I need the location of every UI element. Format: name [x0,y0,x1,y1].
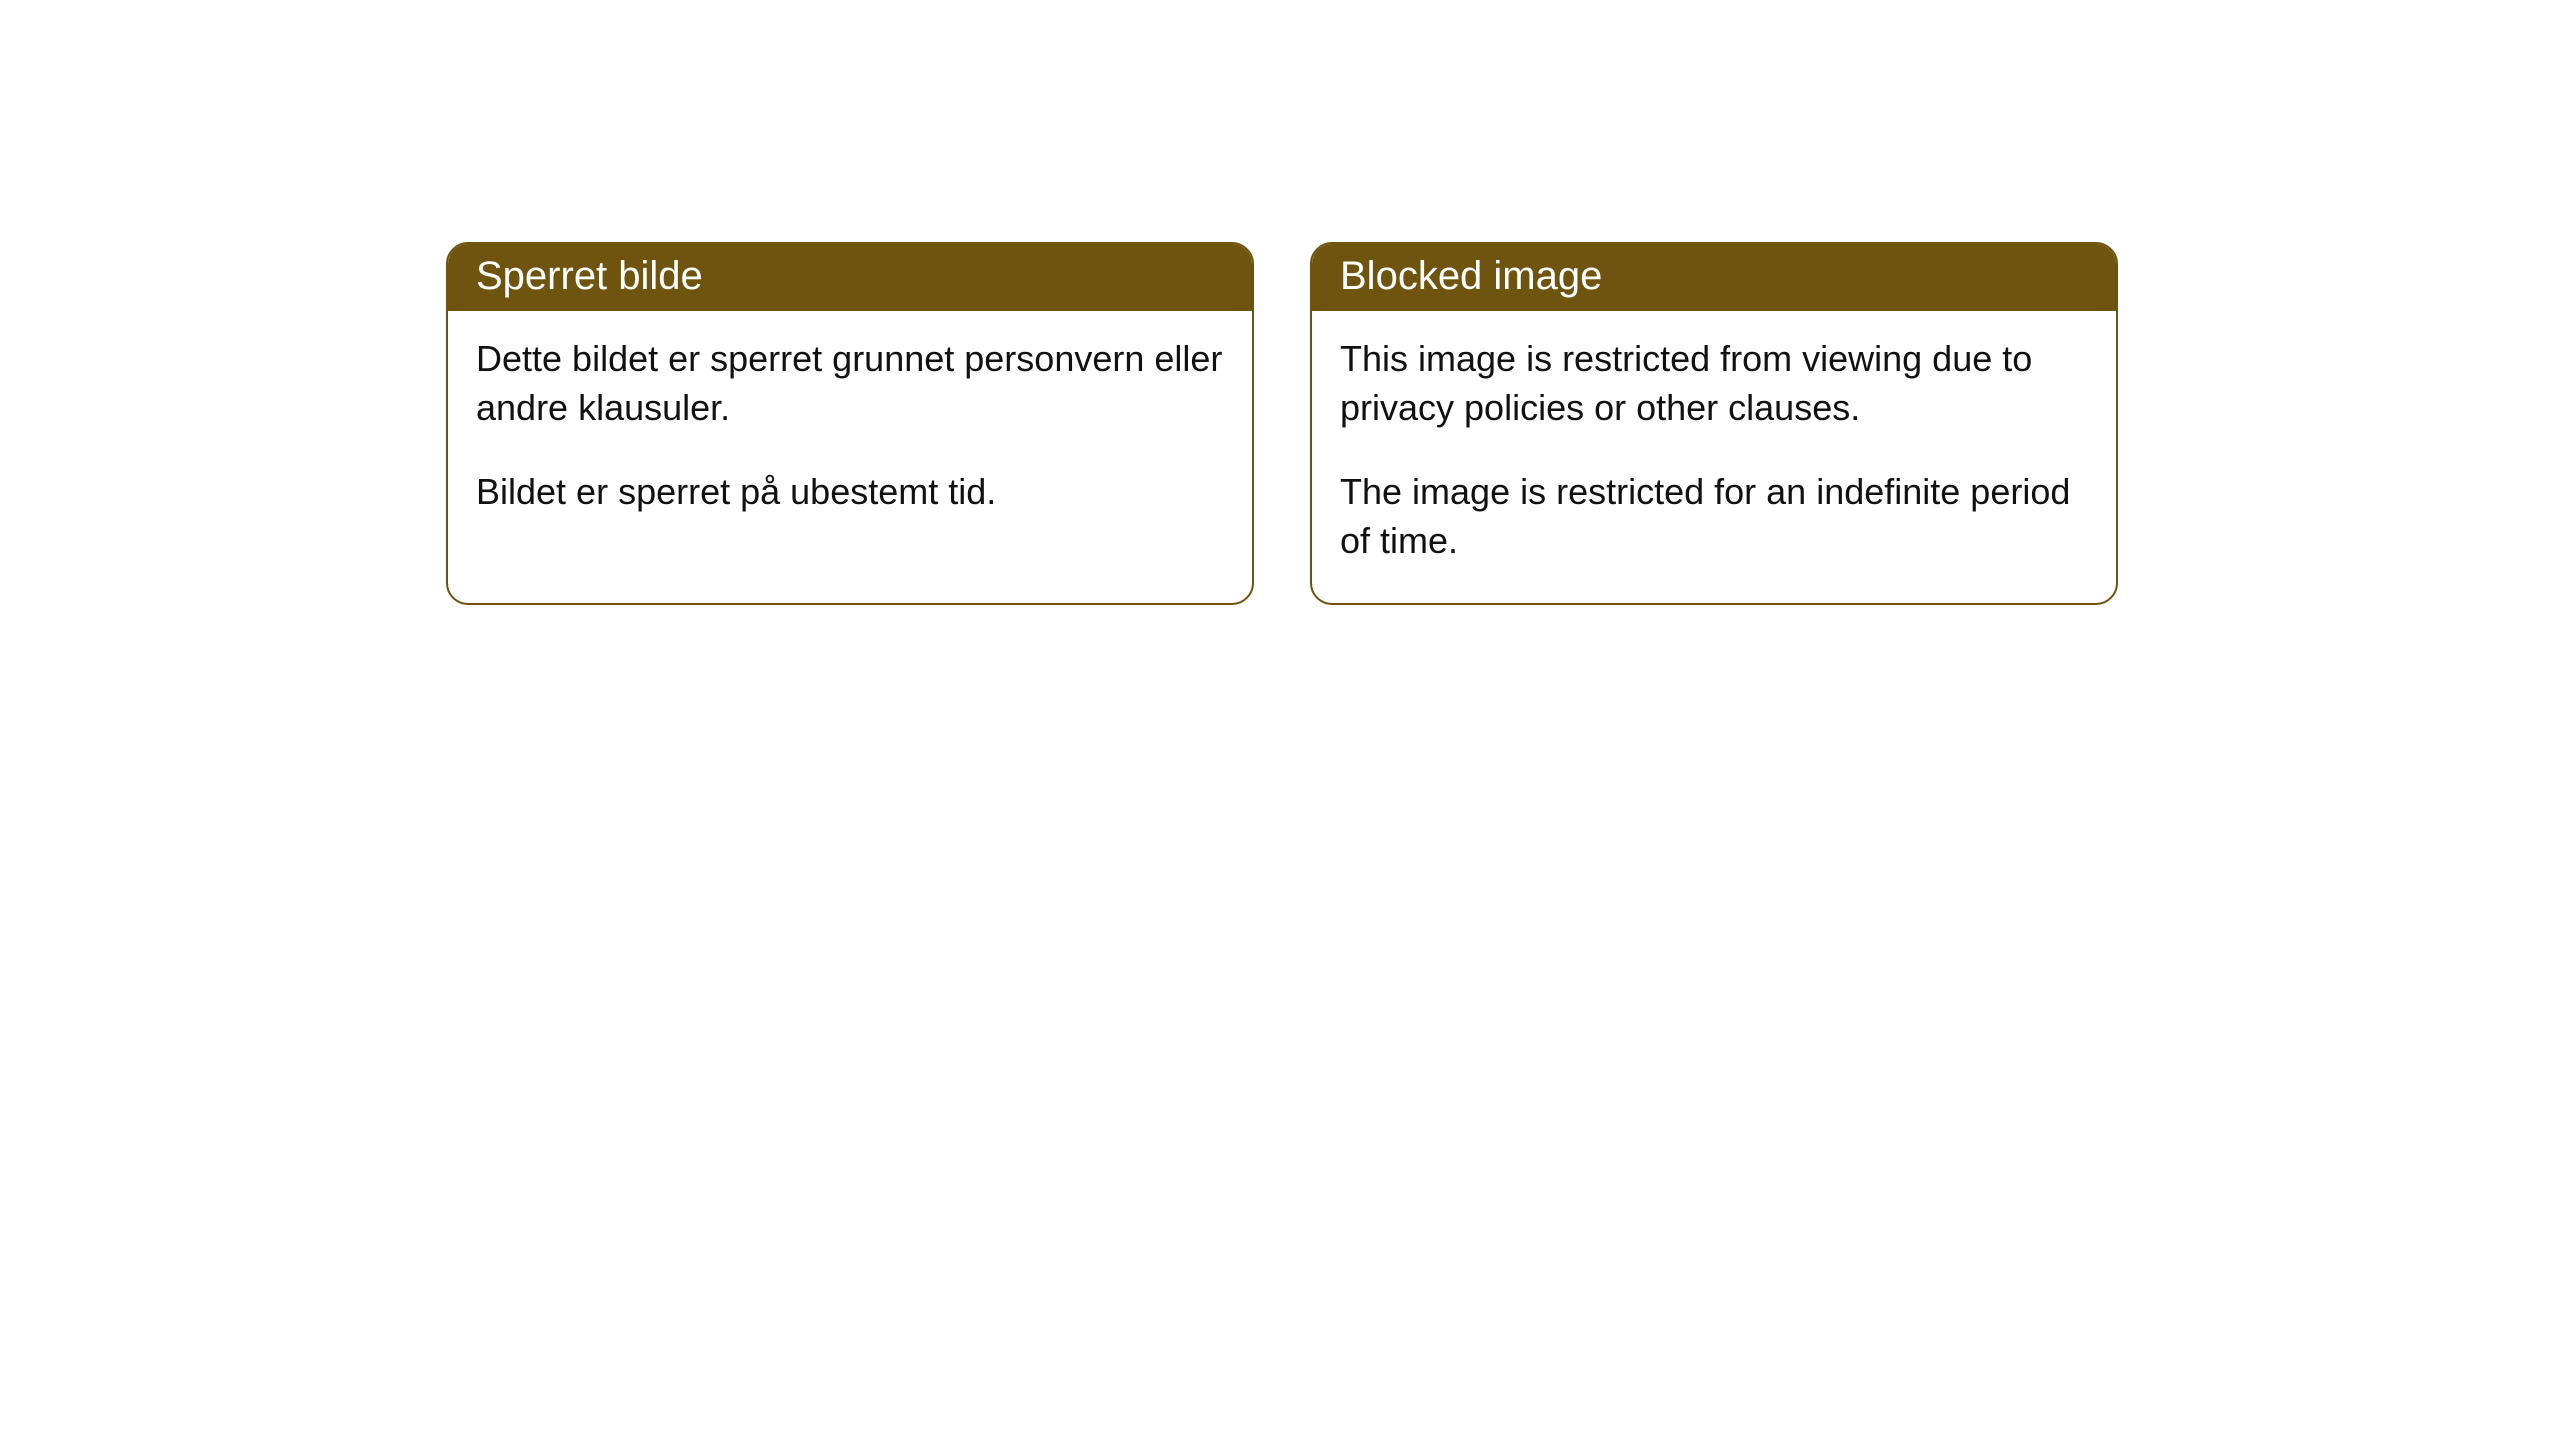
notice-cards-container: Sperret bilde Dette bildet er sperret gr… [0,0,2560,605]
card-title-en: Blocked image [1312,244,2116,311]
card-body-en: This image is restricted from viewing du… [1312,311,2116,603]
blocked-image-card-no: Sperret bilde Dette bildet er sperret gr… [446,242,1254,605]
card-body-no: Dette bildet er sperret grunnet personve… [448,311,1252,555]
card-text-en-2: The image is restricted for an indefinit… [1340,468,2088,565]
card-text-en-1: This image is restricted from viewing du… [1340,335,2088,432]
card-title-no: Sperret bilde [448,244,1252,311]
card-text-no-2: Bildet er sperret på ubestemt tid. [476,468,1224,517]
card-text-no-1: Dette bildet er sperret grunnet personve… [476,335,1224,432]
blocked-image-card-en: Blocked image This image is restricted f… [1310,242,2118,605]
